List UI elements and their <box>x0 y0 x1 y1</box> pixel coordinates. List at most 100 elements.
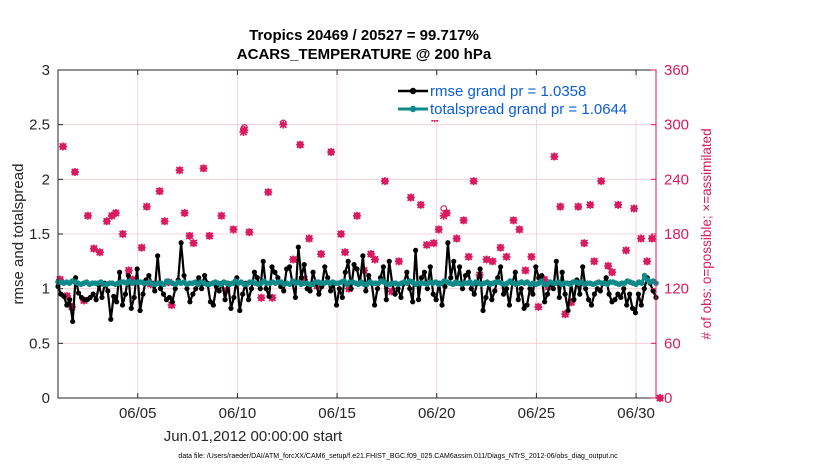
chart-subtitle: ACARS_TEMPERATURE @ 200 hPa <box>237 46 492 63</box>
obs-assimilated-marker <box>180 209 189 218</box>
rmse-point <box>257 286 263 292</box>
obs-assimilated-marker <box>67 302 76 311</box>
rmse-point <box>580 264 586 270</box>
obs-possible-marker <box>440 205 448 212</box>
rmse-point <box>99 294 105 301</box>
rmse-point <box>518 286 524 292</box>
y-tick-label: 2.5 <box>29 117 50 134</box>
rmse-point <box>500 291 507 297</box>
rmse-point <box>184 286 190 292</box>
rmse-point <box>380 264 386 270</box>
obs-assimilated-marker <box>70 168 79 177</box>
rmse-point <box>140 291 146 297</box>
obs-assimilated-marker <box>509 216 518 225</box>
rmse-point <box>533 264 539 270</box>
rmse-point <box>336 286 343 292</box>
obs-assimilated-marker <box>289 255 298 264</box>
y-tick-label: 0.5 <box>29 335 50 352</box>
rmse-point <box>298 275 304 281</box>
obs-assimilated-marker <box>300 275 309 284</box>
legend-rmse-marker <box>409 87 417 95</box>
rmse-point <box>75 290 82 296</box>
rmse-point <box>116 269 123 275</box>
rmse-point <box>571 297 577 303</box>
rmse-point <box>325 275 331 281</box>
rmse-point <box>498 264 504 270</box>
rmse-point <box>254 275 260 281</box>
rmse-point <box>70 318 76 325</box>
rmse-point <box>178 240 184 246</box>
rmse-point <box>524 302 530 308</box>
rmse-point <box>415 297 422 303</box>
rmse-point <box>111 293 117 299</box>
obs-assimilated-marker <box>305 234 314 243</box>
rmse-point <box>155 253 161 259</box>
y-tick-label: 2 <box>42 171 50 188</box>
rmse-point <box>199 286 205 292</box>
rmse-point <box>169 299 175 305</box>
rmse-point <box>210 302 216 308</box>
obs-assimilated-marker <box>540 275 549 284</box>
rmse-point <box>286 264 293 270</box>
x-tick-label: 06/05 <box>119 405 157 422</box>
rmse-point <box>146 272 152 279</box>
obs-assimilated-marker <box>655 394 664 402</box>
obs-assimilated-marker <box>556 202 565 211</box>
rmse-point <box>333 302 340 308</box>
rmse-point <box>383 297 389 303</box>
rmse-point <box>442 283 448 290</box>
obs-assimilated-marker <box>534 302 543 311</box>
rmse-point <box>530 291 536 297</box>
rmse-point <box>374 286 381 292</box>
obs-assimilated-marker <box>199 164 208 173</box>
rmse-point <box>606 291 612 297</box>
rmse-point <box>629 305 636 311</box>
rmse-point <box>196 275 202 281</box>
rmse-point <box>410 299 416 305</box>
rmse-point <box>527 286 533 292</box>
obs-assimilated-marker <box>337 230 346 238</box>
obs-assimilated-marker <box>496 243 505 252</box>
rmse-point <box>160 291 167 297</box>
x-tick-label: 06/30 <box>617 405 655 422</box>
rmse-point <box>585 297 592 303</box>
rmse-point <box>483 294 489 301</box>
y-right-tick-label: 180 <box>664 226 689 243</box>
obs-assimilated-marker <box>614 200 623 209</box>
obs-assimilated-marker <box>422 240 431 249</box>
obs-assimilated-marker <box>482 255 491 264</box>
obs-assimilated-marker <box>111 209 120 218</box>
rmse-point <box>495 275 501 281</box>
rmse-point <box>577 291 583 297</box>
rmse-point <box>371 302 378 308</box>
rmse-point <box>190 291 196 297</box>
data-file-footnote: data file: /Users/raeder/DAI/ATM_forcXX/… <box>178 453 618 460</box>
rmse-point <box>245 297 252 303</box>
rmse-point <box>251 269 258 275</box>
obs-assimilated-marker <box>240 126 249 135</box>
obs-assimilated-marker <box>341 248 350 257</box>
y-right-tick-label: 300 <box>664 117 689 134</box>
obs-assimilated-marker <box>488 257 497 266</box>
obs-assimilated-marker <box>370 255 379 264</box>
rmse-point <box>366 272 372 279</box>
rmse-point <box>263 286 269 292</box>
obs-assimilated-marker <box>622 246 631 255</box>
rmse-point <box>166 294 172 301</box>
obs-assimilated-marker <box>264 188 273 197</box>
x-tick-label: 06/25 <box>518 405 556 422</box>
obs-assimilated-marker <box>327 148 336 156</box>
rmse-point <box>433 297 439 303</box>
rmse-point <box>237 307 243 314</box>
rmse-point <box>398 294 404 301</box>
rmse-point <box>553 258 559 264</box>
totalspread-point <box>641 272 648 279</box>
y-right-tick-label: 0 <box>664 390 672 407</box>
obs-assimilated-marker <box>189 239 198 248</box>
rmse-point <box>650 288 656 294</box>
obs-assimilated-marker <box>279 120 288 129</box>
obs-assimilated-marker <box>185 231 194 240</box>
rmse-point <box>424 286 430 292</box>
rmse-point <box>404 269 410 275</box>
rmse-point <box>260 258 266 264</box>
